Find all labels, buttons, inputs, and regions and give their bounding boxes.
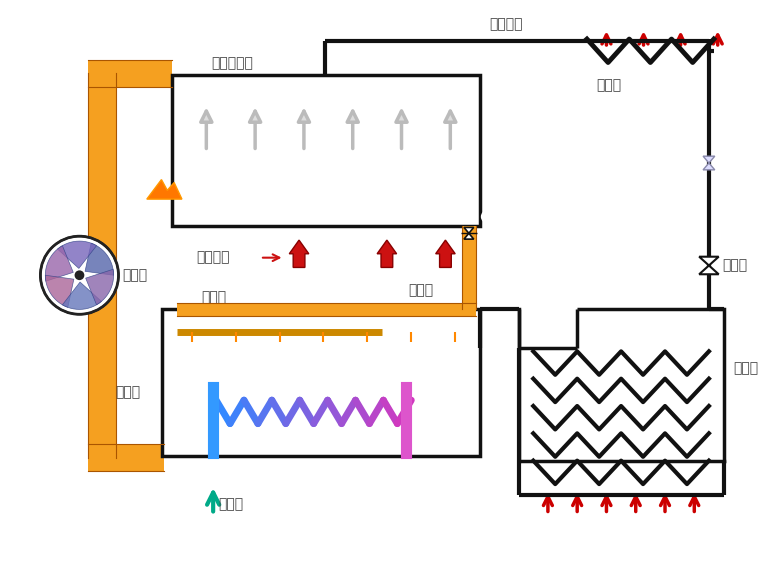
Polygon shape [435,240,455,267]
Polygon shape [46,246,73,281]
Bar [462,226,476,310]
Bar [163,310,480,456]
Circle shape [247,211,259,222]
Circle shape [294,211,306,222]
Circle shape [201,211,212,222]
Text: 冷却水: 冷却水 [218,498,243,512]
Circle shape [40,236,119,314]
Polygon shape [699,266,719,274]
Circle shape [341,211,353,222]
Polygon shape [703,163,715,170]
Polygon shape [290,240,309,267]
Bar [173,75,480,226]
Polygon shape [699,256,719,266]
Polygon shape [85,243,113,275]
Text: 循环泵: 循环泵 [122,268,147,282]
Polygon shape [86,269,113,305]
Circle shape [388,211,400,222]
Text: 制冷工质: 制冷工质 [489,18,523,31]
Text: 蒸发器: 蒸发器 [733,361,758,375]
Polygon shape [464,227,473,233]
Polygon shape [147,180,182,199]
Bar [88,444,164,471]
Bar [165,385,477,453]
Text: 节流阀: 节流阀 [723,258,748,272]
Polygon shape [464,233,473,239]
Text: 稀溶液: 稀溶液 [116,385,141,400]
Bar [88,73,116,458]
Polygon shape [62,282,101,310]
Circle shape [74,270,84,280]
Text: 加热过程: 加热过程 [197,251,230,264]
Text: 冷凝器: 冷凝器 [597,78,622,92]
Polygon shape [58,241,97,268]
Polygon shape [703,156,715,163]
Polygon shape [46,275,74,307]
Bar [175,161,477,224]
Bar [88,59,173,87]
Text: 蒸汽发生器: 蒸汽发生器 [211,56,253,70]
Circle shape [435,211,446,222]
Text: 浓溶液: 浓溶液 [408,283,434,297]
Polygon shape [377,240,397,267]
Bar [177,303,476,316]
Circle shape [482,211,493,222]
Text: 吸收器: 吸收器 [201,291,226,304]
